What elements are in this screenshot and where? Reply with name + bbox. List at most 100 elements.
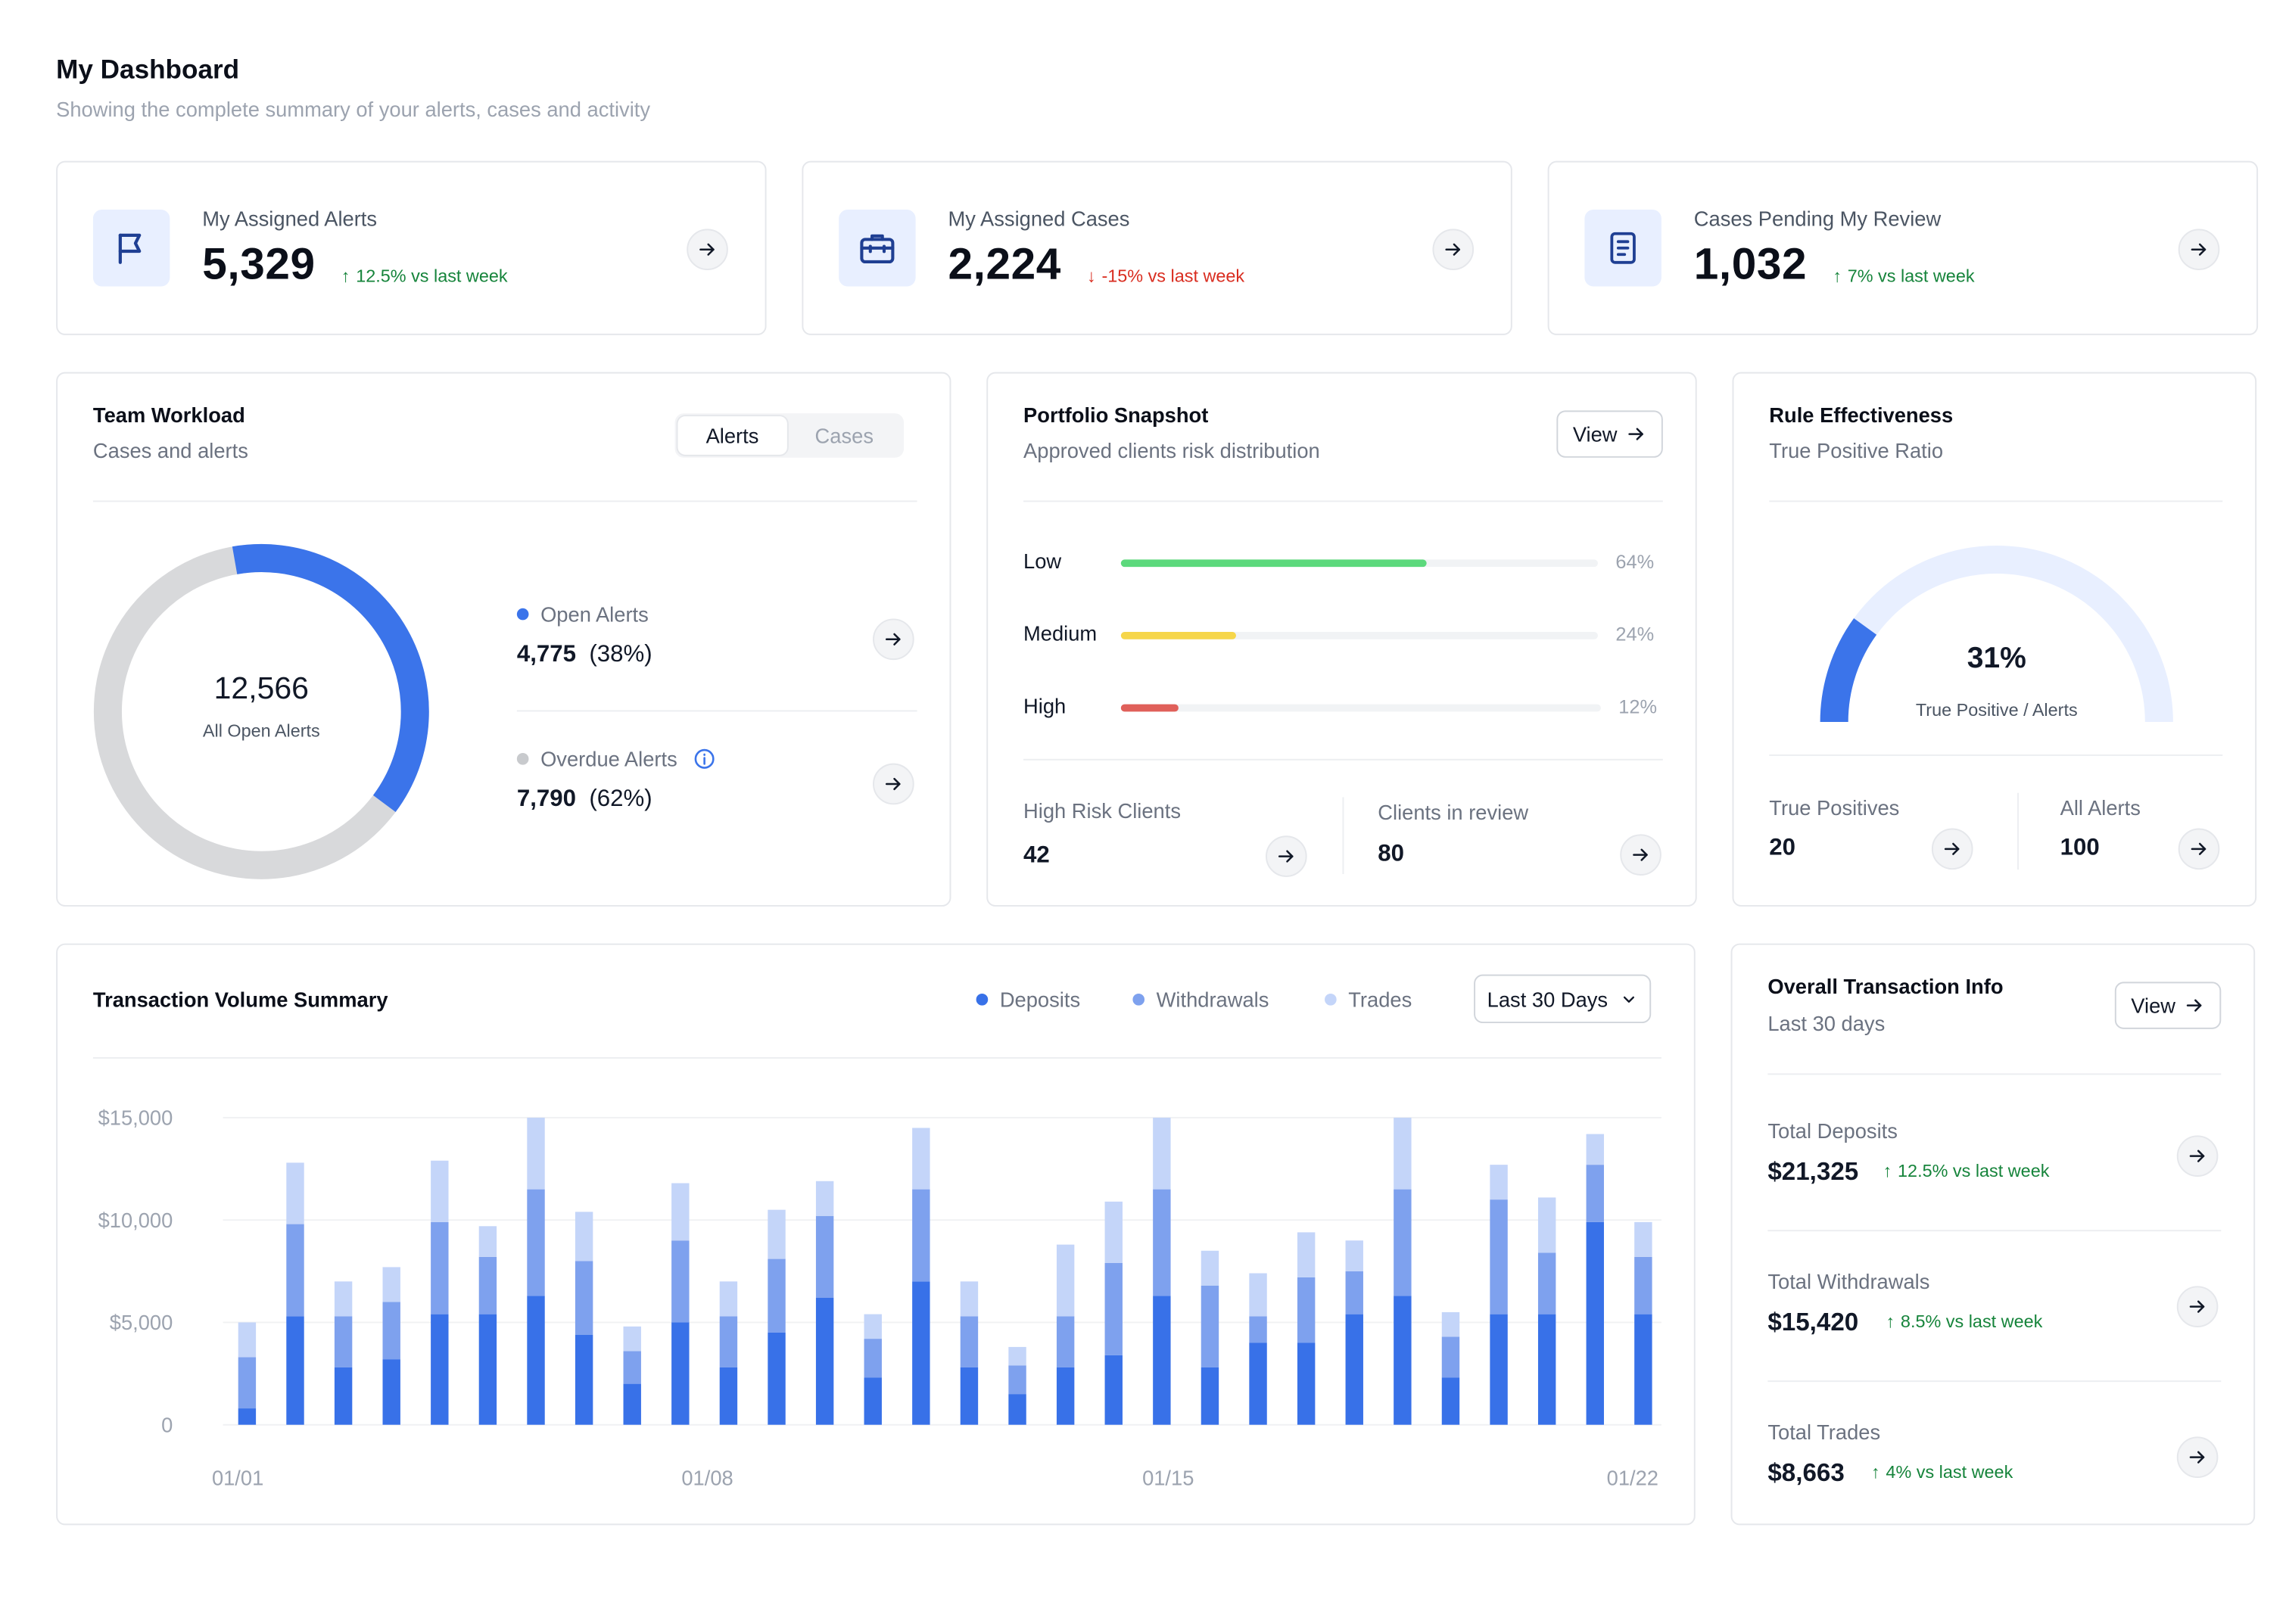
total-deposits-arrow-button[interactable] bbox=[2176, 1135, 2219, 1177]
bar-deposits bbox=[286, 1316, 304, 1425]
document-icon bbox=[1584, 210, 1661, 287]
kpi-label: Cases Pending My Review bbox=[1693, 207, 1942, 231]
bar-withdrawals bbox=[1153, 1189, 1171, 1296]
bar-trades bbox=[1104, 1201, 1123, 1263]
y-tick-label: 0 bbox=[161, 1413, 173, 1436]
bar-deposits bbox=[1441, 1377, 1460, 1425]
bar-deposits bbox=[1586, 1221, 1604, 1425]
bar-withdrawals bbox=[1297, 1277, 1316, 1343]
bar-deposits bbox=[1345, 1314, 1363, 1425]
tab-cases[interactable]: Cases bbox=[814, 423, 874, 448]
bar-trades bbox=[1441, 1311, 1460, 1337]
bar-trades bbox=[1345, 1240, 1363, 1271]
date-range-select[interactable]: Last 30 Days bbox=[1474, 974, 1651, 1024]
total-deposits-trend: ↑ 12.5% vs last week bbox=[1883, 1160, 2050, 1181]
overdue-alerts-value: 7,790 (62%) bbox=[516, 786, 652, 813]
arrow-right-icon bbox=[2187, 999, 2202, 1012]
arrow-up-icon: ↑ bbox=[1886, 1311, 1895, 1332]
divider bbox=[1769, 500, 2223, 502]
bar-withdrawals bbox=[1441, 1336, 1460, 1378]
risk-bar-fill bbox=[1120, 559, 1427, 568]
true-positives-arrow-button[interactable] bbox=[1931, 828, 1973, 870]
pending-review-arrow-button[interactable] bbox=[2178, 229, 2220, 271]
risk-bar-fill bbox=[1120, 632, 1236, 639]
risk-bar-fill bbox=[1120, 704, 1179, 712]
bar-deposits bbox=[623, 1383, 641, 1425]
risk-pct-high: 12% bbox=[1618, 695, 1658, 718]
bar-withdrawals bbox=[671, 1240, 690, 1323]
kpi-trend: ↓ -15% vs last week bbox=[1086, 266, 1245, 287]
legend-dot bbox=[1325, 994, 1337, 1006]
bar-trades bbox=[286, 1162, 304, 1224]
bar-trades bbox=[1153, 1117, 1171, 1190]
arrow-up-icon: ↑ bbox=[1833, 266, 1842, 287]
kpi-value: 1,032 bbox=[1693, 241, 1808, 290]
bar-deposits bbox=[1490, 1314, 1508, 1425]
true-positives-label: True Positives bbox=[1769, 795, 1900, 820]
tab-alerts[interactable]: Alerts bbox=[677, 416, 787, 455]
total-trades-arrow-button[interactable] bbox=[2176, 1436, 2219, 1478]
arrow-right-icon bbox=[1278, 850, 1294, 863]
all-alerts-arrow-button[interactable] bbox=[2178, 828, 2220, 870]
true-positive-gauge bbox=[1820, 545, 2173, 723]
risk-bar-high bbox=[1120, 704, 1601, 712]
bar-deposits bbox=[1104, 1355, 1123, 1425]
bar-trades bbox=[382, 1267, 400, 1302]
kpi-card-assigned-alerts: My Assigned Alerts 5,329 ↑ 12.5% vs last … bbox=[56, 160, 767, 335]
assigned-cases-arrow-button[interactable] bbox=[1432, 229, 1475, 271]
y-tick-label: $10,000 bbox=[98, 1209, 173, 1232]
arrow-right-icon bbox=[1944, 842, 1960, 855]
open-alerts-label: Open Alerts bbox=[516, 602, 649, 626]
arrow-right-icon bbox=[1445, 243, 1461, 256]
assigned-alerts-arrow-button[interactable] bbox=[687, 229, 728, 271]
divider bbox=[516, 710, 917, 712]
bar-withdrawals bbox=[1008, 1365, 1026, 1395]
risk-bar-medium bbox=[1120, 632, 1598, 639]
high-risk-clients-arrow-button[interactable] bbox=[1266, 835, 1307, 877]
gauge-percent: 31% bbox=[1967, 642, 2026, 675]
open-alerts-arrow-button[interactable] bbox=[873, 618, 914, 661]
card-subtitle: True Positive Ratio bbox=[1769, 438, 1944, 462]
x-tick-label: 01/01 bbox=[212, 1467, 263, 1490]
card-title: Overall Transaction Info bbox=[1767, 974, 2004, 998]
y-tick-label: $15,000 bbox=[98, 1106, 173, 1130]
bar-withdrawals bbox=[815, 1215, 834, 1298]
transaction-volume-chart: $15,000 $10,000 $5,000 0 01/01 01/08 01/15 01/2… bbox=[98, 1106, 1661, 1490]
portfolio-view-button[interactable]: View bbox=[1556, 410, 1664, 458]
total-withdrawals-trend: ↑ 8.5% vs last week bbox=[1886, 1311, 2043, 1332]
all-alerts-value: 100 bbox=[2060, 835, 2100, 861]
divider bbox=[1023, 500, 1663, 502]
info-icon[interactable] bbox=[692, 747, 715, 770]
overall-view-button[interactable]: View bbox=[2114, 982, 2222, 1029]
bar-withdrawals bbox=[1537, 1252, 1556, 1314]
bar-deposits bbox=[960, 1367, 979, 1425]
clients-in-review-arrow-button[interactable] bbox=[1620, 834, 1661, 876]
bar-trades bbox=[1056, 1244, 1075, 1317]
total-withdrawals-label: Total Withdrawals bbox=[1767, 1269, 1930, 1294]
arrow-down-icon: ↓ bbox=[1086, 266, 1096, 287]
gauge-label: True Positive / Alerts bbox=[1915, 699, 2078, 721]
x-tick-label: 01/22 bbox=[1607, 1467, 1658, 1490]
bar-withdrawals bbox=[1345, 1271, 1363, 1314]
bar-trades bbox=[238, 1322, 257, 1358]
bar-withdrawals bbox=[238, 1357, 257, 1409]
card-title: Team Workload bbox=[92, 403, 245, 427]
kpi-value: 5,329 bbox=[202, 241, 316, 290]
kpi-label: My Assigned Alerts bbox=[202, 207, 378, 231]
bar-deposits bbox=[864, 1377, 882, 1425]
divider bbox=[1767, 1073, 2222, 1075]
divider bbox=[1767, 1380, 2222, 1383]
overdue-alerts-arrow-button[interactable] bbox=[873, 763, 914, 805]
bar-trades bbox=[1297, 1232, 1316, 1277]
total-trades-value: $8,663 bbox=[1767, 1458, 1845, 1487]
total-withdrawals-arrow-button[interactable] bbox=[2176, 1286, 2219, 1327]
bar-trades bbox=[1249, 1273, 1267, 1317]
bar-deposits bbox=[1394, 1296, 1412, 1425]
bar-deposits bbox=[575, 1334, 593, 1425]
bar-trades bbox=[1586, 1134, 1604, 1165]
clients-in-review-value: 80 bbox=[1378, 842, 1405, 867]
bar-deposits bbox=[431, 1314, 449, 1425]
bar-withdrawals bbox=[719, 1316, 738, 1367]
bar-deposits bbox=[334, 1367, 353, 1425]
bar-withdrawals bbox=[864, 1339, 882, 1378]
